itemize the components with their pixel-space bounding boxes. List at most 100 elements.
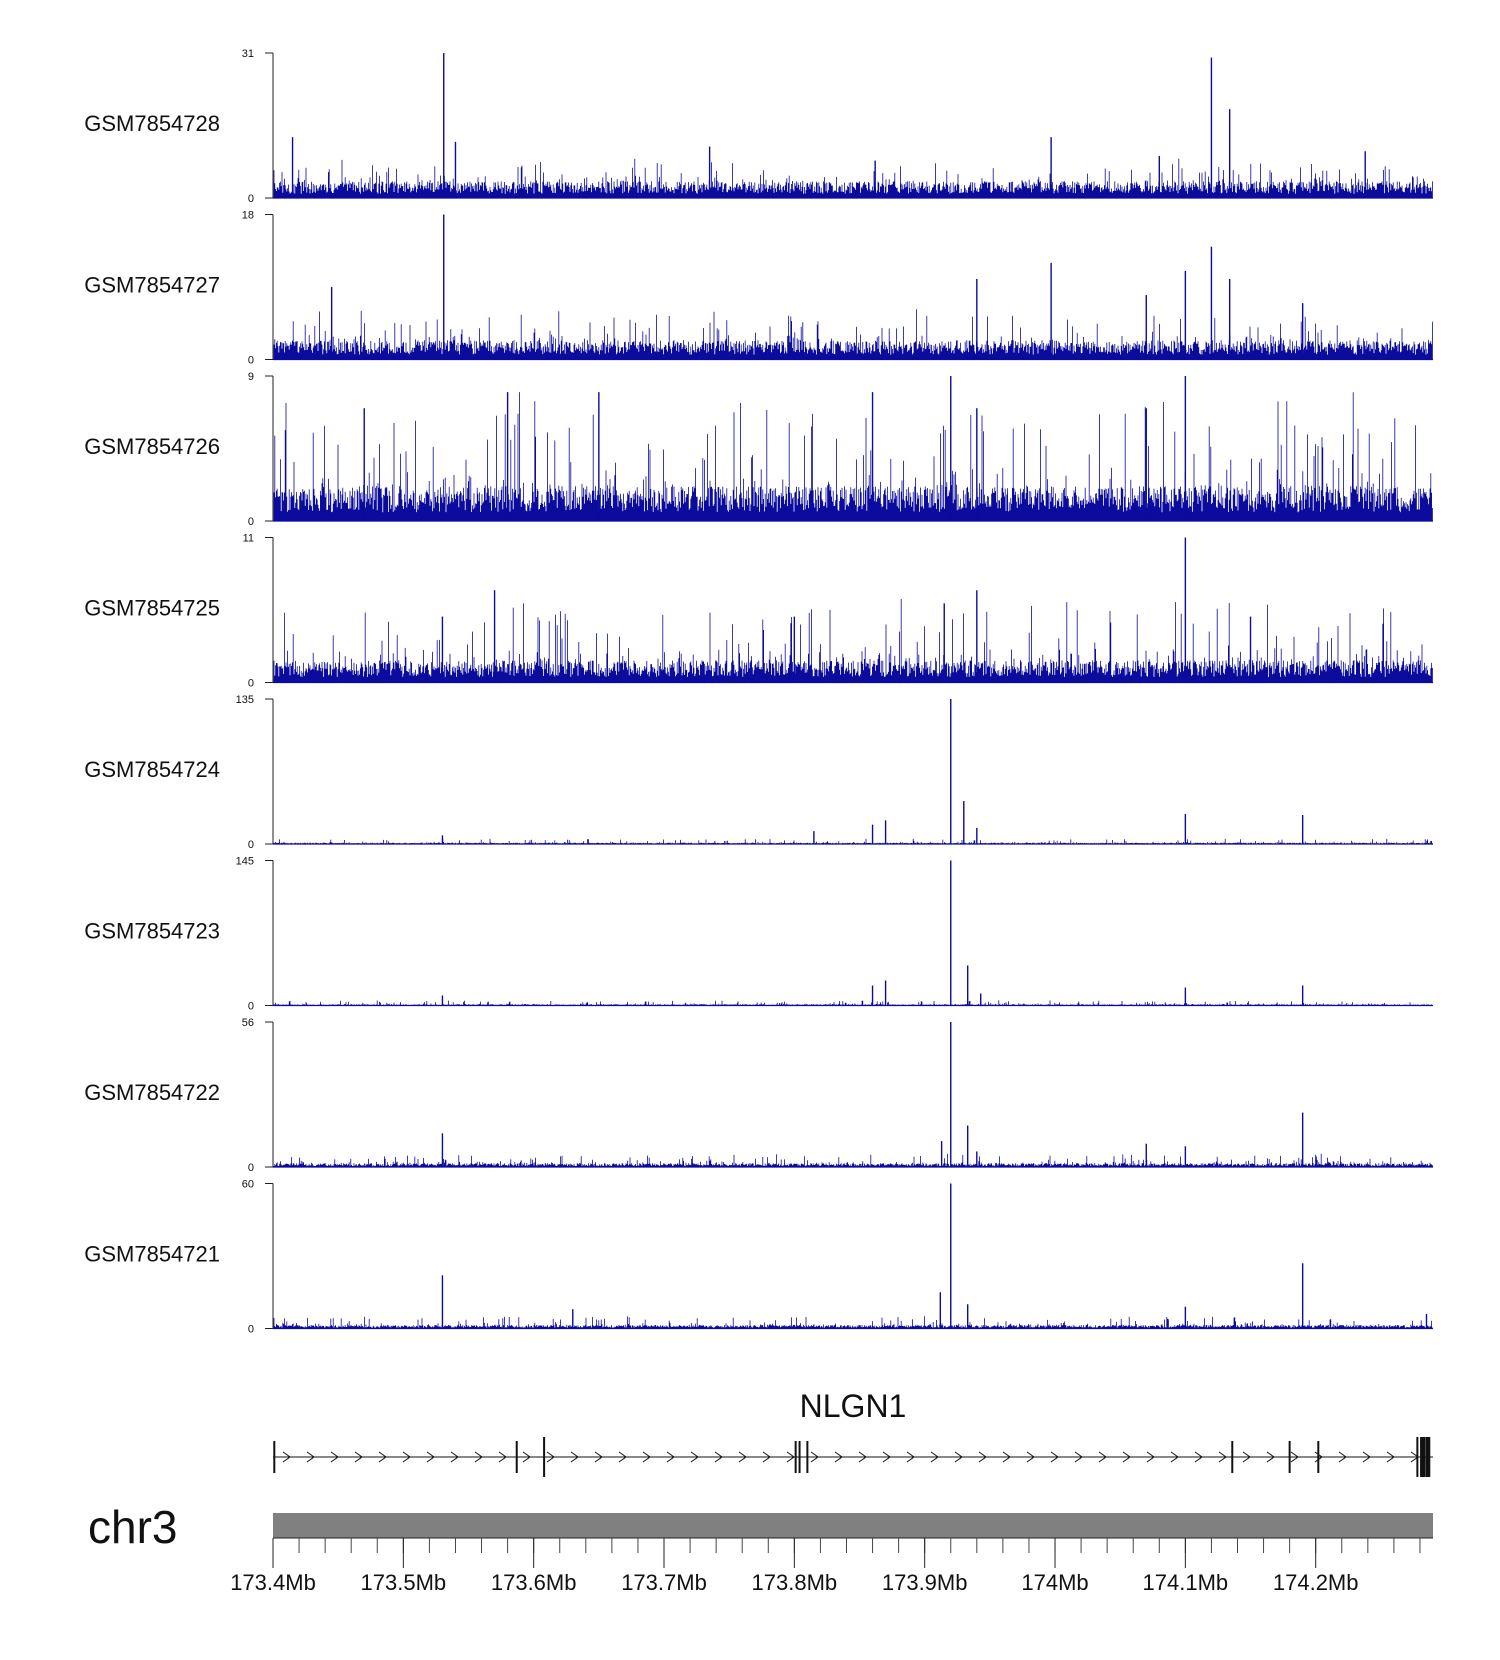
gene-exon xyxy=(1420,1437,1426,1477)
strand-arrow xyxy=(762,1451,771,1463)
strand-arrow xyxy=(354,1451,363,1463)
y-tick-label-min: 0 xyxy=(248,678,254,690)
y-tick-label-max: 31 xyxy=(242,48,254,60)
track-label: GSM7854726 xyxy=(84,434,220,459)
gene-exon xyxy=(806,1441,809,1473)
x-tick-label: 174.2Mb xyxy=(1273,1570,1359,1595)
strand-arrow xyxy=(1386,1451,1395,1463)
gene-exon xyxy=(1231,1441,1234,1473)
strand-arrow xyxy=(1098,1451,1107,1463)
y-tick-label-min: 0 xyxy=(248,355,254,367)
strand-arrow xyxy=(834,1451,843,1463)
strand-arrow xyxy=(978,1451,987,1463)
x-tick-label: 173.7Mb xyxy=(621,1570,707,1595)
gene-exon xyxy=(1425,1437,1431,1477)
y-tick-label-max: 145 xyxy=(236,856,254,868)
strand-arrow xyxy=(666,1451,675,1463)
strand-arrow xyxy=(1146,1451,1155,1463)
track-label: GSM7854727 xyxy=(84,273,220,298)
chromosome-track: chr3 173.4Mb 173.5Mb 173.6Mb 173.7Mb 173.8Mb… xyxy=(88,1501,1433,1595)
strand-arrow xyxy=(1218,1451,1227,1463)
signal-bars xyxy=(273,392,1433,521)
strand-arrow xyxy=(282,1451,291,1463)
strand-arrow xyxy=(1122,1451,1131,1463)
strand-arrow xyxy=(330,1451,339,1463)
strand-arrow xyxy=(882,1451,891,1463)
chromosome-bar xyxy=(273,1513,1433,1538)
strand-arrow xyxy=(810,1451,819,1463)
strand-arrow xyxy=(1290,1451,1299,1463)
signal-tracks: GSM7854728310GSM7854727180GSM785472690GS… xyxy=(84,48,1433,1336)
strand-arrow xyxy=(1026,1451,1035,1463)
strand-arrow xyxy=(450,1451,459,1463)
signal-bars xyxy=(273,1153,1433,1167)
strand-arrow xyxy=(306,1451,315,1463)
gene-exon xyxy=(794,1441,797,1473)
signal-bars xyxy=(273,838,1433,844)
track-label: GSM7854723 xyxy=(84,919,220,944)
track-GSM7854728: GSM7854728 31 0 xyxy=(84,48,1433,205)
strand-arrow xyxy=(546,1451,555,1463)
strand-arrow xyxy=(1266,1451,1275,1463)
signal-bars xyxy=(273,1000,1433,1006)
x-tick-label: 174Mb xyxy=(1021,1570,1088,1595)
track-GSM7854722: GSM7854722 56 0 xyxy=(84,1017,1433,1174)
strand-arrow xyxy=(594,1451,603,1463)
y-tick-label-max: 56 xyxy=(242,1017,254,1029)
track-label: GSM7854728 xyxy=(84,111,220,136)
track-GSM7854724: GSM7854724 135 0 xyxy=(84,694,1433,851)
strand-arrow xyxy=(786,1451,795,1463)
x-tick-label: 173.8Mb xyxy=(752,1570,838,1595)
strand-arrow xyxy=(1170,1451,1179,1463)
strand-arrow xyxy=(906,1451,915,1463)
chromosome-label: chr3 xyxy=(88,1501,177,1553)
strand-arrow xyxy=(690,1451,699,1463)
strand-arrow xyxy=(618,1451,627,1463)
gene-exon xyxy=(798,1441,801,1473)
y-tick-label-max: 60 xyxy=(242,1179,254,1191)
track-GSM7854721: GSM7854721 60 0 xyxy=(84,1179,1433,1336)
x-axis: 173.4Mb 173.5Mb 173.6Mb 173.7Mb 173.8Mb 173.9… xyxy=(230,1537,1433,1595)
strand-arrow xyxy=(522,1451,531,1463)
strand-arrow xyxy=(1002,1451,1011,1463)
gene-track: NLGN1 xyxy=(273,1388,1433,1477)
strand-arrow xyxy=(1338,1451,1347,1463)
y-tick-label-max: 9 xyxy=(248,371,254,383)
strand-arrow xyxy=(402,1451,411,1463)
gene-model xyxy=(273,1437,1433,1477)
track-GSM7854723: GSM7854723 145 0 xyxy=(84,856,1433,1013)
strand-arrow xyxy=(570,1451,579,1463)
track-label: GSM7854722 xyxy=(84,1080,220,1105)
y-tick-label-max: 18 xyxy=(242,210,254,222)
signal-bars xyxy=(273,599,1433,683)
gene-label: NLGN1 xyxy=(800,1388,907,1424)
strand-arrow xyxy=(738,1451,747,1463)
gene-exon xyxy=(1317,1441,1320,1473)
signal-bars xyxy=(273,158,1433,198)
y-tick-label-max: 135 xyxy=(236,694,254,706)
strand-arrow xyxy=(1194,1451,1203,1463)
track-label: GSM7854721 xyxy=(84,1242,220,1267)
gene-exon xyxy=(515,1441,518,1473)
strand-arrow xyxy=(1050,1451,1059,1463)
strand-arrow xyxy=(378,1451,387,1463)
strand-arrow xyxy=(642,1451,651,1463)
strand-arrow xyxy=(714,1451,723,1463)
strand-arrow xyxy=(474,1451,483,1463)
y-tick-label-min: 0 xyxy=(248,1324,254,1336)
x-tick-label: 173.6Mb xyxy=(491,1570,577,1595)
x-tick-label: 174.1Mb xyxy=(1143,1570,1229,1595)
y-tick-label-min: 0 xyxy=(248,516,254,528)
gene-exon xyxy=(1288,1441,1291,1473)
y-tick-label-min: 0 xyxy=(248,193,254,205)
signal-bars xyxy=(273,1316,1433,1329)
gene-exon xyxy=(273,1441,276,1473)
y-tick-label-min: 0 xyxy=(248,1162,254,1174)
strand-arrow xyxy=(1242,1451,1251,1463)
strand-arrow xyxy=(498,1451,507,1463)
track-GSM7854726: GSM7854726 9 0 xyxy=(84,371,1433,528)
strand-arrow xyxy=(1362,1451,1371,1463)
y-tick-label-max: 11 xyxy=(243,533,254,545)
track-GSM7854727: GSM7854727 18 0 xyxy=(84,210,1433,367)
gene-exon xyxy=(543,1437,546,1477)
